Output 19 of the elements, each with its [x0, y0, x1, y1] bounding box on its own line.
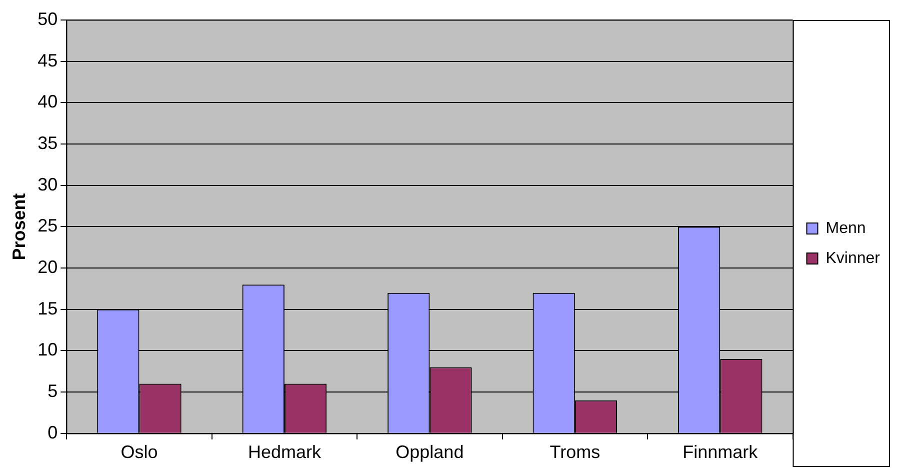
y-tick-label: 10 — [38, 340, 58, 360]
y-tick-label: 20 — [38, 257, 58, 278]
x-tick-label: Oslo — [120, 442, 158, 462]
y-axis-title: Prosent — [8, 193, 29, 260]
y-tick-label: 45 — [38, 50, 58, 70]
y-tick-label: 15 — [38, 298, 58, 318]
legend-label: Menn — [826, 220, 866, 237]
y-tick-label: 30 — [38, 174, 58, 194]
y-tick-label: 25 — [38, 216, 58, 236]
x-tick-label: Finnmark — [682, 442, 759, 462]
legend-label: Kvinner — [826, 250, 881, 267]
y-tick-label: 0 — [48, 422, 58, 442]
x-tick-label: Hedmark — [248, 442, 322, 462]
y-tick-label: 5 — [48, 381, 58, 402]
y-tick-label: 35 — [38, 132, 58, 153]
x-tick-label: Oppland — [396, 442, 464, 462]
x-tick-label: Troms — [550, 442, 600, 462]
y-tick-label: 40 — [38, 92, 58, 112]
y-tick-label: 50 — [38, 8, 58, 29]
